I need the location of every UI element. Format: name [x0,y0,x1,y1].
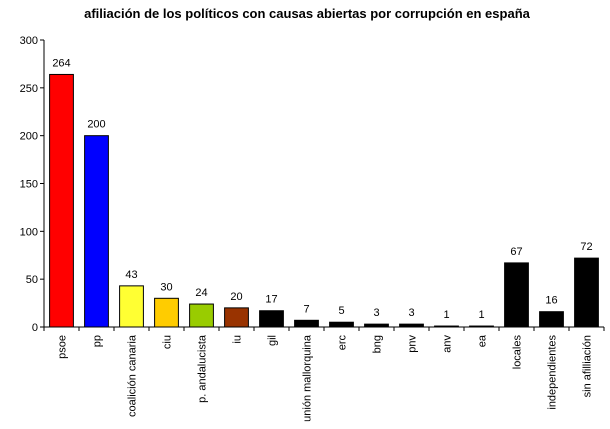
category-label: anv [442,335,454,353]
category-label: pnv [407,335,419,353]
bar-locales [504,262,529,328]
data-label: 3 [408,307,414,319]
category-label: gil [267,335,279,346]
category-label: psoe [57,335,69,359]
data-label: 72 [580,241,592,253]
data-label: 5 [338,305,344,317]
category-label: independientes [547,335,559,410]
chart-title: afiliación de los políticos con causas a… [84,6,531,21]
category-label: bng [372,335,384,353]
bar-psoe [49,73,74,328]
y-tick-label: 100 [20,226,38,238]
data-label: 3 [373,307,379,319]
category-label: unión mallorquina [302,334,314,422]
bar-ciu [154,297,179,328]
category-label: locales [512,335,524,370]
y-tick-label: 200 [20,131,38,143]
category-labels-group: psoe pp coalición canaria ciu p. andalucista… [57,334,594,422]
y-axis: 0 50 100 150 200 250 300 [20,35,45,334]
bar-iu [224,307,249,328]
data-label: 16 [545,295,557,307]
bar-gil [259,310,284,328]
data-label: 1 [443,309,449,321]
category-label: ciu [162,335,174,349]
category-label: ea [477,334,489,347]
category-label: erc [337,335,349,351]
data-label: 30 [160,281,172,293]
bars-group [49,73,599,328]
data-label: 7 [303,303,309,315]
bar-erc [329,321,354,328]
data-label: 1 [478,309,484,321]
data-label: 67 [510,246,522,258]
y-tick-label: 0 [32,322,38,334]
category-label: p. andalucista [197,334,209,403]
data-label: 43 [125,269,137,281]
data-label: 20 [230,291,242,303]
data-labels-group: 264 200 43 30 24 20 17 7 5 3 3 1 1 67 16 72 [52,57,592,321]
data-label: 17 [265,294,277,306]
bar-uni-n-mallorquina [294,319,319,328]
bar-p-andalucista [189,303,214,328]
bar-independientes [539,311,564,328]
bar-coalici-n-canaria [119,285,144,328]
y-tick-label: 300 [20,35,38,47]
data-label: 264 [52,57,70,69]
data-label: 24 [195,287,207,299]
y-tick-label: 250 [20,83,38,95]
data-label: 200 [87,119,105,131]
x-axis [43,326,605,331]
bar-sin-afilliaci-n [574,257,599,328]
bar-pp [84,135,109,328]
category-label: iu [232,335,244,344]
category-label: sin afilliación [582,335,594,397]
y-tick-label: 50 [26,274,38,286]
category-label: coalición canaria [127,334,139,417]
category-label: pp [92,335,104,347]
y-tick-label: 150 [20,179,38,191]
